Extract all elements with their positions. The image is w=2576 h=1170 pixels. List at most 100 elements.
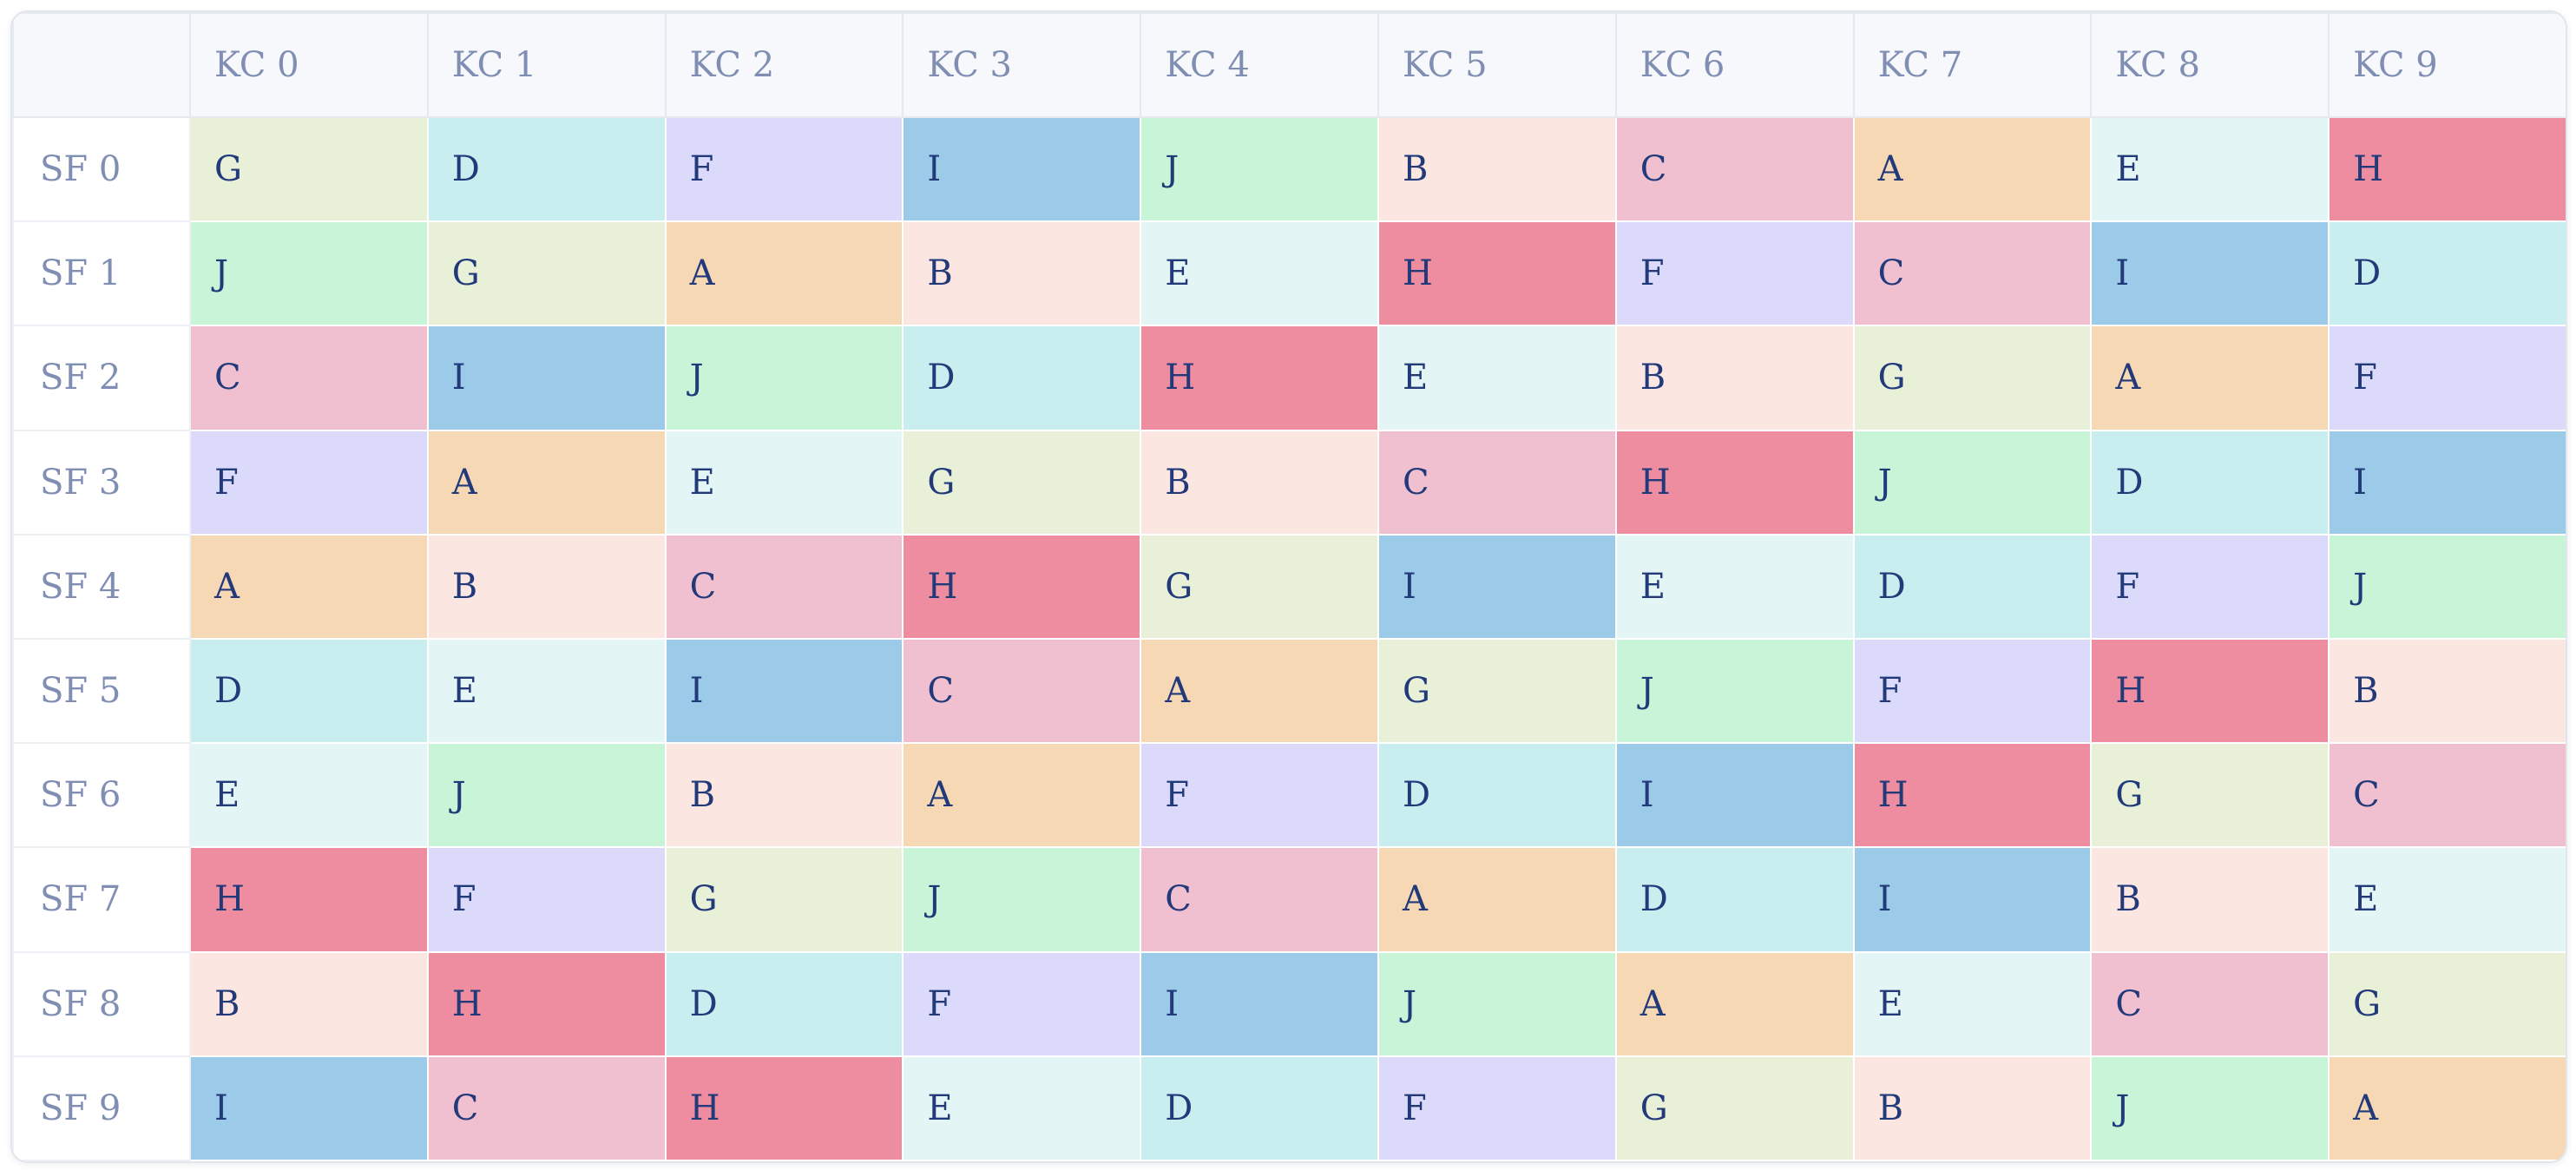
grid-cell: H bbox=[664, 1055, 904, 1161]
grid-cell: B bbox=[902, 220, 1142, 327]
grid-cell: F bbox=[2090, 533, 2330, 640]
grid-cell: E bbox=[189, 742, 429, 849]
grid-cell: H bbox=[902, 533, 1142, 640]
row-header: SF 7 bbox=[12, 846, 191, 953]
grid-cell: H bbox=[2090, 637, 2330, 745]
grid-cell: E bbox=[2328, 846, 2566, 953]
column-header: KC 2 bbox=[664, 12, 904, 118]
grid-cell: I bbox=[1140, 950, 1379, 1057]
grid-cell: A bbox=[1852, 115, 2093, 223]
grid-cell: G bbox=[1140, 533, 1379, 640]
grid-cell: E bbox=[664, 429, 904, 536]
grid-cell: G bbox=[2090, 742, 2330, 849]
grid-cell: D bbox=[902, 325, 1142, 431]
grid-cell: C bbox=[664, 533, 904, 640]
grid-cell: C bbox=[2328, 742, 2566, 849]
grid-cell: J bbox=[2328, 533, 2566, 640]
grid-cell: G bbox=[426, 220, 667, 327]
grid-cell: D bbox=[426, 115, 667, 223]
grid-cell: F bbox=[1377, 1055, 1617, 1161]
column-header: KC 5 bbox=[1377, 12, 1617, 118]
grid-cell: C bbox=[1614, 115, 1855, 223]
grid-cell: C bbox=[2090, 950, 2330, 1057]
grid-cell: E bbox=[1614, 533, 1855, 640]
grid-cell: H bbox=[1377, 220, 1617, 327]
column-header: KC 1 bbox=[426, 12, 667, 118]
grid-cell: D bbox=[2090, 429, 2330, 536]
grid-cell: I bbox=[189, 1055, 429, 1161]
grid-cell: D bbox=[1140, 1055, 1379, 1161]
grid-cell: I bbox=[902, 115, 1142, 223]
grid-cell: B bbox=[1377, 115, 1617, 223]
grid-cell: E bbox=[1140, 220, 1379, 327]
grid-cell: B bbox=[189, 950, 429, 1057]
column-header: KC 4 bbox=[1140, 12, 1379, 118]
grid-cell: H bbox=[1140, 325, 1379, 431]
grid-cell: J bbox=[1140, 115, 1379, 223]
grid-cell: J bbox=[902, 846, 1142, 953]
grid-cell: C bbox=[1377, 429, 1617, 536]
grid-cell: G bbox=[189, 115, 429, 223]
column-header: KC 0 bbox=[189, 12, 429, 118]
row-header: SF 2 bbox=[12, 325, 191, 431]
grid-cell: C bbox=[1852, 220, 2093, 327]
grid-cell: G bbox=[1852, 325, 2093, 431]
grid-cell: B bbox=[664, 742, 904, 849]
column-header: KC 7 bbox=[1852, 12, 2093, 118]
grid-cell: A bbox=[2090, 325, 2330, 431]
grid-cell: F bbox=[1852, 637, 2093, 745]
row-header: SF 9 bbox=[12, 1055, 191, 1161]
grid-cell: C bbox=[902, 637, 1142, 745]
grid-cell: B bbox=[1140, 429, 1379, 536]
grid-cell: D bbox=[2328, 220, 2566, 327]
grid-cell: H bbox=[2328, 115, 2566, 223]
grid-cell: H bbox=[1614, 429, 1855, 536]
grid-cell: H bbox=[189, 846, 429, 953]
grid-cell: G bbox=[664, 846, 904, 953]
grid-cell: A bbox=[2328, 1055, 2566, 1161]
latin-square-table: KC 0 KC 1 KC 2 KC 3 KC 4 KC 5 KC 6 KC 7 KC 8 KC 9… bbox=[12, 12, 2566, 1161]
row-header: SF 8 bbox=[12, 950, 191, 1057]
grid-cell: D bbox=[1377, 742, 1617, 849]
row-header: SF 5 bbox=[12, 637, 191, 745]
grid-cell: C bbox=[1140, 846, 1379, 953]
grid-cell: D bbox=[664, 950, 904, 1057]
grid-cell: I bbox=[2328, 429, 2566, 536]
grid-cell: F bbox=[189, 429, 429, 536]
grid-cell: I bbox=[426, 325, 667, 431]
row-header: SF 4 bbox=[12, 533, 191, 640]
corner-cell bbox=[12, 12, 191, 118]
grid-cell: G bbox=[1614, 1055, 1855, 1161]
grid-cell: J bbox=[1614, 637, 1855, 745]
grid-cell: A bbox=[902, 742, 1142, 849]
row-header: SF 0 bbox=[12, 115, 191, 223]
grid-cell: F bbox=[1614, 220, 1855, 327]
grid-cell: C bbox=[189, 325, 429, 431]
header-row: KC 0 KC 1 KC 2 KC 3 KC 4 KC 5 KC 6 KC 7 KC 8 KC 9 bbox=[12, 12, 2566, 118]
grid-cell: J bbox=[1852, 429, 2093, 536]
grid-cell: G bbox=[2328, 950, 2566, 1057]
grid-cell: B bbox=[1852, 1055, 2093, 1161]
grid-cell: D bbox=[1614, 846, 1855, 953]
grid-cell: F bbox=[1140, 742, 1379, 849]
grid-cell: E bbox=[1852, 950, 2093, 1057]
grid-cell: J bbox=[426, 742, 667, 849]
grid-cell: A bbox=[664, 220, 904, 327]
grid-cell: E bbox=[2090, 115, 2330, 223]
grid-cell: I bbox=[1852, 846, 2093, 953]
grid-cell: B bbox=[2328, 637, 2566, 745]
grid-cell: A bbox=[1614, 950, 1855, 1057]
column-header: KC 3 bbox=[902, 12, 1142, 118]
grid-cell: A bbox=[189, 533, 429, 640]
column-header: KC 9 bbox=[2328, 12, 2566, 118]
column-header: KC 8 bbox=[2090, 12, 2330, 118]
